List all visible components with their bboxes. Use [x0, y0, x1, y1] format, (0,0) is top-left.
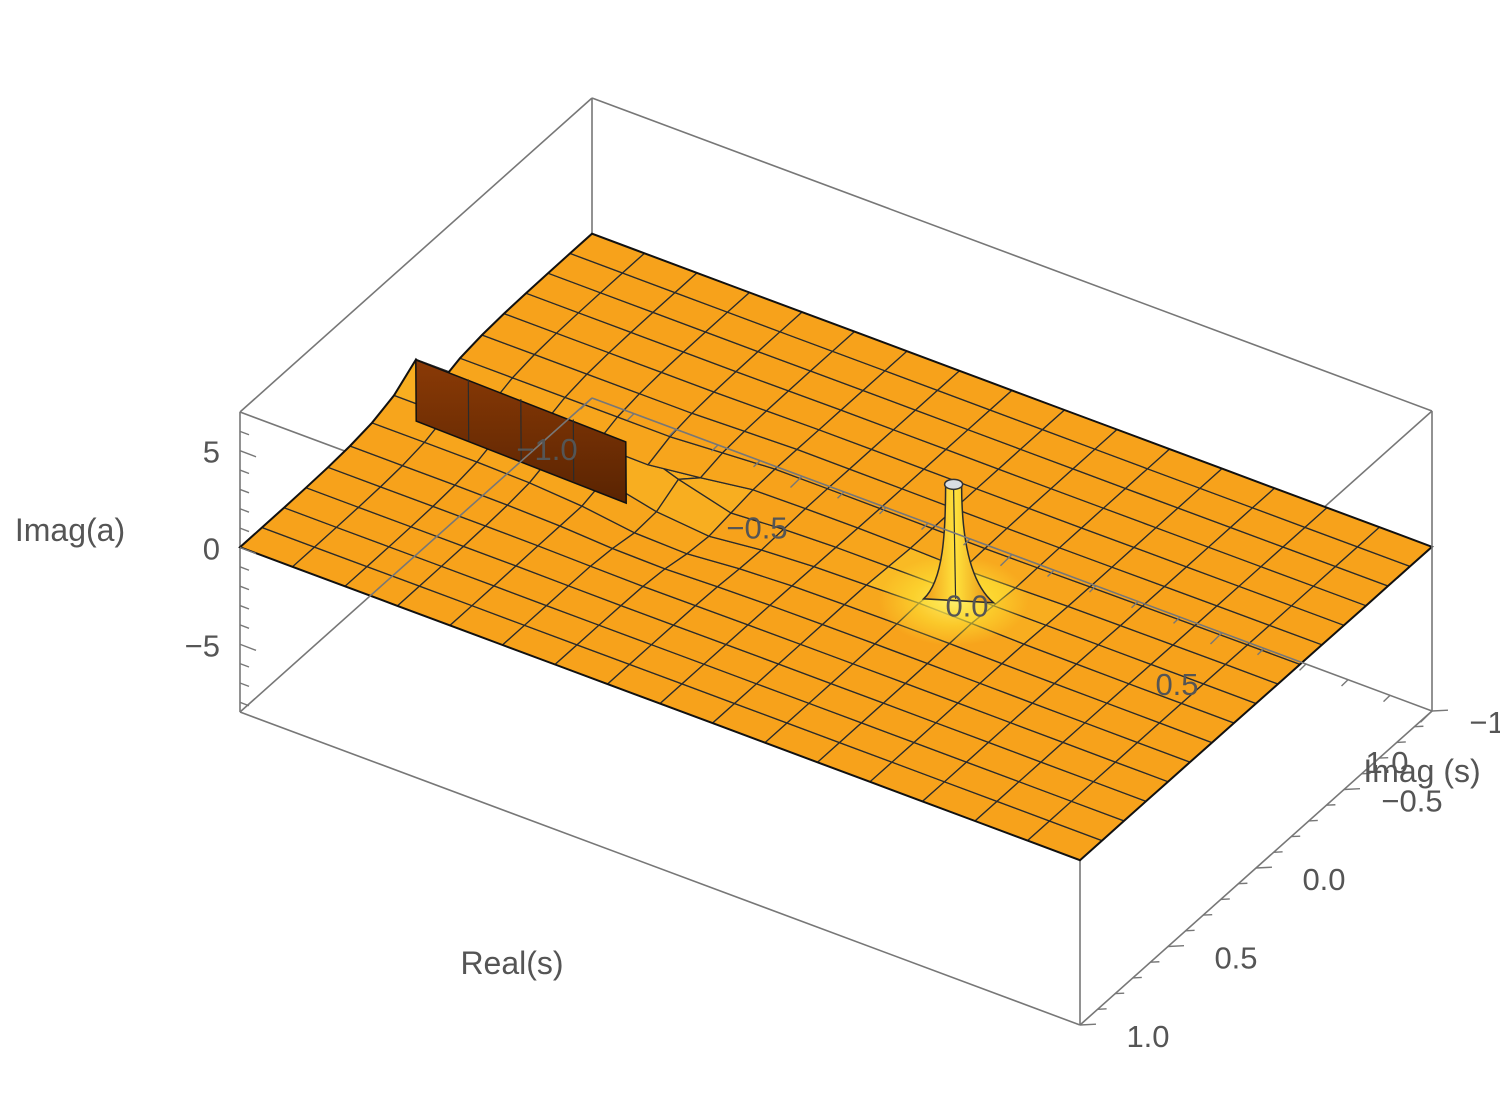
x-minor-tick	[1131, 600, 1139, 609]
x-minor-tick	[1341, 679, 1349, 687]
box-edge	[591, 97, 1433, 412]
x-major-tick	[999, 553, 1013, 567]
z-tick-label: −5	[185, 628, 220, 663]
z-tick-label: 5	[203, 435, 220, 470]
x-minor-tick	[1257, 647, 1265, 656]
z-minor-tick	[239, 682, 250, 688]
x-minor-tick	[963, 538, 971, 546]
y-tick-label: 1.0	[1126, 1019, 1169, 1054]
x-tick-label: −1.0	[516, 432, 577, 467]
z-minor-tick	[239, 488, 250, 494]
surface-features	[415, 358, 1029, 646]
y-axis-label: Imag (s)	[1363, 753, 1480, 789]
y-major-tick	[1431, 709, 1449, 712]
x-minor-tick	[1299, 663, 1307, 671]
y-tick-label: 0.5	[1214, 941, 1257, 976]
z-minor-tick	[239, 604, 250, 610]
x-minor-tick	[627, 413, 635, 421]
z-minor-tick	[239, 624, 250, 629]
z-axis-label: Imag(a)	[15, 512, 125, 548]
x-minor-tick	[921, 522, 929, 531]
box-edge	[239, 397, 593, 713]
x-minor-tick	[1383, 694, 1391, 703]
pole-cap	[943, 478, 964, 491]
x-tick-label: 0.0	[945, 589, 988, 624]
x-major-tick	[789, 475, 803, 488]
y-major-tick	[1079, 1023, 1097, 1026]
z-major-tick	[239, 546, 257, 555]
x-minor-tick	[1047, 569, 1055, 577]
x-minor-tick	[879, 507, 887, 515]
x-tick-label: 0.5	[1155, 667, 1198, 702]
x-minor-tick	[1173, 616, 1181, 624]
surface-mesh	[238, 232, 1434, 862]
z-minor-tick	[239, 662, 250, 668]
z-major-tick	[239, 643, 257, 651]
x-axis-label: Real(s)	[460, 945, 563, 981]
x-tick-label: 1.0	[1365, 745, 1408, 780]
y-major-tick	[1255, 866, 1273, 869]
pole-mesh-line	[953, 488, 957, 599]
box-edge	[239, 97, 593, 413]
x-major-tick	[1419, 710, 1433, 723]
y-major-tick	[1343, 788, 1361, 791]
x-major-tick	[579, 397, 593, 410]
x-tick-label: −0.5	[726, 510, 787, 545]
x-minor-tick	[753, 460, 761, 468]
y-tick-label: −1.0	[1469, 705, 1500, 740]
z-major-tick	[239, 450, 257, 458]
y-tick-label: 0.0	[1302, 862, 1345, 897]
z-minor-tick	[239, 527, 250, 533]
y-tick-label: −0.5	[1381, 784, 1442, 819]
z-minor-tick	[239, 430, 250, 436]
z-tick-label: 0	[203, 531, 220, 566]
z-minor-tick	[239, 469, 250, 475]
x-minor-tick	[711, 444, 719, 452]
z-minor-tick	[239, 701, 250, 707]
x-major-tick	[1209, 632, 1223, 645]
x-minor-tick	[837, 491, 845, 499]
z-minor-tick	[239, 585, 250, 591]
x-minor-tick	[1089, 585, 1097, 593]
box-edge	[239, 711, 1081, 1026]
axis-ticks: −1.0 −0.5 0.0 0.5 1.0 −1.0 −0.5 0.0 0.5 1.0 −5 0 5	[185, 397, 1500, 1054]
z-minor-tick	[239, 508, 250, 513]
z-minor-tick	[239, 566, 250, 571]
y-major-tick	[1167, 945, 1185, 948]
x-minor-tick	[669, 428, 677, 437]
